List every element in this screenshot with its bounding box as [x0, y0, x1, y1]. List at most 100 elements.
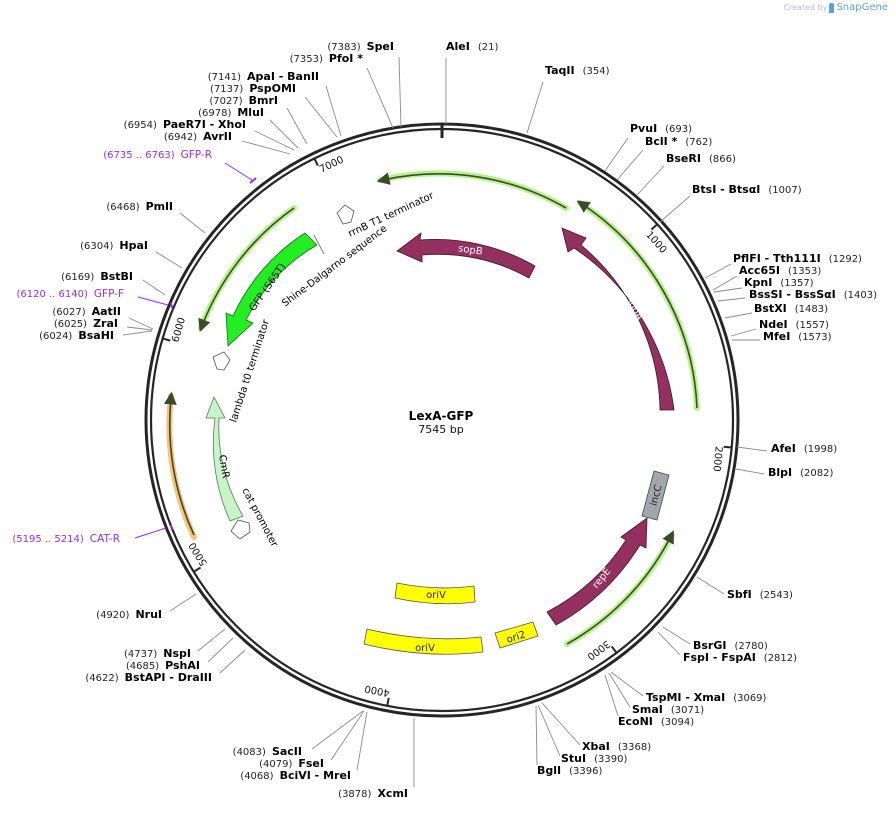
svg-text:PvuI(693): PvuI (693) [630, 122, 692, 135]
plasmid-length: 7545 bp [418, 423, 463, 436]
enzyme-site[interactable]: BstXI (1483) [724, 302, 828, 319]
enzyme-position: (6954) [124, 120, 157, 131]
enzyme-site[interactable]: FspI - FspAI (2812) [657, 631, 797, 664]
enzyme-position: (6468) [106, 202, 139, 213]
enzyme-position: (6025) [54, 319, 87, 330]
svg-text:(4079)FseI: (4079) FseI [259, 757, 324, 770]
snapgene-logo-icon [829, 2, 835, 13]
enzyme-site[interactable]: BseRI (866) [636, 152, 736, 196]
enzyme-site[interactable]: BlpI (2082) [735, 466, 833, 479]
enzyme-position: (3390) [594, 754, 627, 765]
enzyme-site[interactable]: (4920) NruI [96, 593, 197, 621]
enzyme-position: (6304) [80, 241, 113, 252]
tick-2000: 2000 [710, 446, 732, 472]
enzyme-position: (866) [709, 154, 736, 165]
feature-repE[interactable]: repE [546, 517, 648, 626]
enzyme-name: AleI [446, 40, 470, 53]
enzyme-site[interactable]: Acc65I (1353) [712, 264, 821, 291]
enzyme-site[interactable]: (4622) BstAPI - DraIII [85, 649, 246, 684]
svg-text:(6025)ZraI: (6025) ZraI [54, 317, 118, 330]
enzyme-site[interactable]: PvuI (693) [604, 122, 692, 172]
enzyme-site[interactable]: (4083) SacII [233, 710, 364, 758]
enzyme-site[interactable]: MfeI (1573) [732, 330, 832, 343]
enzyme-site[interactable]: (4737) NspI [124, 628, 226, 660]
tick-7000: 7000 [313, 154, 346, 176]
enzyme-name: PshAI [165, 659, 200, 672]
feature-incC[interactable]: incC [641, 470, 670, 521]
feature-sopB[interactable]: sopB [396, 232, 536, 279]
enzyme-site[interactable]: SbfI (2543) [696, 576, 793, 601]
enzyme-position: (4622) [85, 673, 118, 684]
enzyme-site[interactable]: (7141) ApaI - BanII [208, 70, 342, 137]
enzyme-site[interactable]: AleI (21) [445, 40, 498, 124]
enzyme-site[interactable]: (6027) AatII [52, 305, 154, 330]
primer-sites: (6735 .. 6763) GFP-R (6120 .. 6140) GFP-F (5… [12, 149, 257, 545]
enzyme-site[interactable]: BclI * (762) [616, 135, 712, 181]
enzyme-site[interactable]: (4685) PshAI [126, 637, 234, 672]
enzyme-position: (1403) [844, 290, 877, 301]
primer-gfp-f[interactable]: (6120 .. 6140) GFP-F [16, 288, 173, 309]
enzyme-site[interactable]: (6468) PmlI [106, 200, 206, 234]
enzyme-site[interactable]: BsrGI (2780) [662, 626, 768, 652]
enzyme-name: NruI [135, 608, 162, 621]
enzyme-site[interactable]: (6978) MluI [198, 106, 299, 149]
enzyme-site[interactable]: (6942) AvrII [164, 130, 291, 155]
feature-cmr[interactable]: CmR [205, 396, 244, 522]
enzyme-site[interactable]: (6954) PaeR7I - XhoI [124, 118, 295, 151]
enzyme-name: BciVI - MreI [280, 769, 351, 782]
snapgene-credit: Created by SnapGene [783, 2, 888, 13]
enzyme-site[interactable]: EcoNI (3094) [604, 674, 694, 728]
enzyme-site[interactable]: PflFI - Tth111I (1292) [704, 252, 862, 279]
enzyme-name: SacII [272, 745, 302, 758]
enzyme-name: BstBI [100, 270, 133, 283]
feature-shine-dalgarno[interactable]: Shine-Dalgarno sequence [280, 223, 389, 309]
primer-gfp-r[interactable]: (6735 .. 6763) GFP-R [103, 149, 257, 184]
enzyme-position: (6942) [164, 132, 197, 143]
enzyme-site[interactable]: (4068) BciVI - MreI [240, 711, 368, 782]
enzyme-site[interactable]: StuI (3390) [537, 704, 627, 765]
feature-oriV-1[interactable]: oriV [394, 582, 476, 605]
enzyme-site[interactable]: (7383) SpeI [327, 40, 402, 128]
enzyme-site[interactable]: BssSI - BssSαI (1403) [717, 288, 877, 302]
enzyme-name: BmrI [249, 94, 278, 107]
feature-sopA[interactable]: sopA [561, 227, 675, 411]
feature-lambda-t0-terminator[interactable]: lambda t0 terminator [212, 318, 272, 424]
enzyme-site[interactable]: TspMI - XmaI (3069) [610, 671, 767, 704]
svg-text:BlpI(2082): BlpI (2082) [768, 466, 833, 479]
svg-text:(4920)NruI: (4920) NruI [96, 608, 162, 621]
enzyme-site[interactable]: AfeI (1998) [736, 442, 837, 455]
enzyme-position: (3396) [569, 766, 602, 777]
enzyme-site[interactable]: (6169) BstBI [61, 270, 166, 296]
svg-text:(7137)PspOMI: (7137) PspOMI [210, 82, 296, 95]
enzyme-site[interactable]: (4079) FseI [259, 710, 365, 770]
enzyme-name: BseRI [666, 152, 701, 165]
enzyme-site[interactable]: (6304) HpaI [80, 239, 183, 269]
feature-ori2[interactable]: ori2 [494, 621, 539, 649]
enzyme-site[interactable]: NdeI (1557) [730, 318, 829, 337]
enzyme-site[interactable]: TaqII (354) [526, 64, 610, 134]
enzyme-position: (4083) [233, 747, 266, 758]
enzyme-site[interactable]: XbaI (3368) [541, 702, 651, 753]
enzyme-site[interactable]: (3878) XcmI [338, 718, 415, 800]
svg-text:(6468)PmlI: (6468) PmlI [106, 200, 173, 213]
primer-cat-r[interactable]: (5195 .. 5214) CAT-R [12, 524, 173, 545]
enzyme-site[interactable]: KpnI (1357) [713, 276, 814, 293]
enzyme-name: BstAPI - DraIII [125, 671, 212, 684]
enzyme-name: NspI [163, 647, 191, 660]
enzyme-site[interactable]: (6024) BsaHI [39, 329, 153, 342]
enzyme-site[interactable]: BglI (3396) [535, 705, 602, 777]
enzyme-name: PvuI [630, 122, 657, 135]
enzyme-site[interactable]: (6025) ZraI [54, 317, 153, 331]
feature-oriV-2[interactable]: oriV [363, 628, 484, 655]
enzyme-site[interactable]: (7027) BmrI [209, 94, 308, 145]
enzyme-site[interactable]: (7353) PfoI * [290, 52, 394, 129]
enzyme-position: (1353) [788, 266, 821, 277]
svg-text:BseRI(866): BseRI (866) [666, 152, 736, 165]
enzyme-site[interactable]: BtsI - BtsαI (1007) [659, 183, 802, 223]
enzyme-name: PspOMI [249, 82, 296, 95]
enzyme-site[interactable]: SmaI (3071) [608, 672, 704, 716]
enzyme-name: ZraI [93, 317, 118, 330]
enzyme-site[interactable]: (7137) PspOMI [210, 82, 338, 138]
enzyme-position: (3094) [661, 717, 694, 728]
